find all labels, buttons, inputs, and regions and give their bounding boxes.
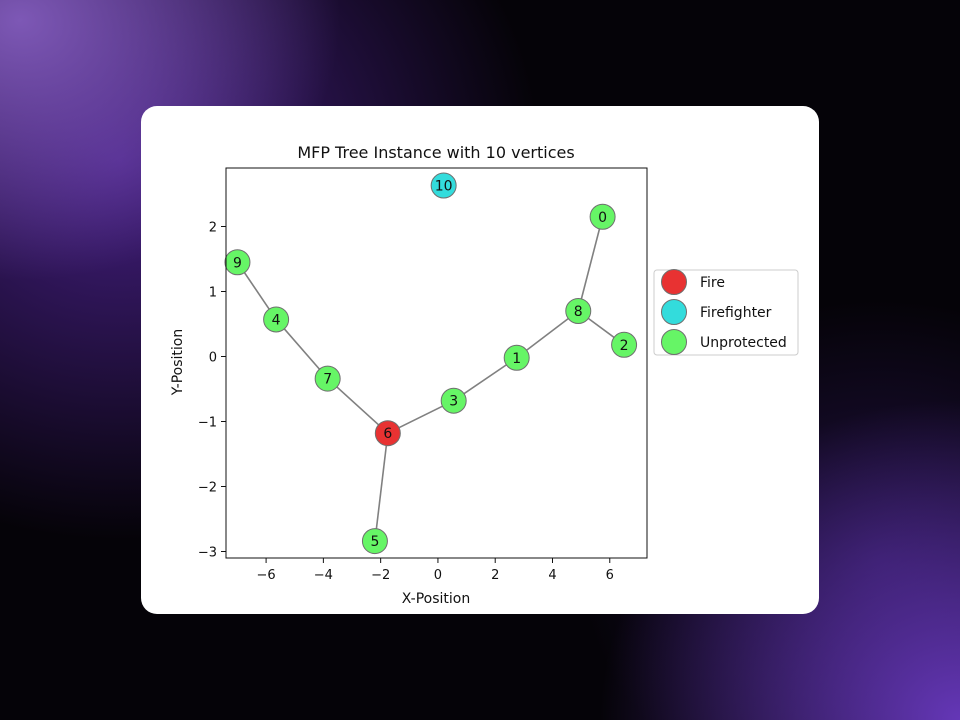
node-3: 3 xyxy=(440,387,467,414)
node-label: 7 xyxy=(323,372,332,388)
mfp-tree-chart: MFP Tree Instance with 10 vertices X-Pos… xyxy=(170,143,799,607)
node-label: 8 xyxy=(574,304,583,320)
x-tick-label: 2 xyxy=(491,568,499,583)
y-tick-label: −3 xyxy=(198,546,217,561)
y-tick-label: −1 xyxy=(198,416,217,431)
x-tick-label: 4 xyxy=(548,568,556,583)
y-ticks: −3 −2 −1 0 1 2 xyxy=(198,221,226,561)
node-2: 2 xyxy=(611,331,638,358)
y-tick-label: 0 xyxy=(209,351,217,366)
node-label: 3 xyxy=(449,394,458,410)
legend-marker xyxy=(661,299,687,325)
legend-label: Firefighter xyxy=(700,305,772,321)
y-tick-label: 2 xyxy=(209,221,217,236)
x-tick-label: 0 xyxy=(434,568,442,583)
node-label: 1 xyxy=(512,351,521,367)
node-marker xyxy=(430,172,457,199)
edges-layer xyxy=(236,216,625,542)
node-marker xyxy=(361,528,388,555)
edge-4-7 xyxy=(275,318,329,380)
node-7: 7 xyxy=(314,365,341,392)
x-axis-label: X-Position xyxy=(402,591,470,607)
x-ticks: −6 −4 −2 0 2 4 6 xyxy=(257,558,614,583)
node-10: 10 xyxy=(430,172,457,199)
node-4: 4 xyxy=(263,306,290,333)
legend-marker xyxy=(661,329,687,355)
node-5: 5 xyxy=(361,528,388,555)
node-0: 0 xyxy=(589,203,616,230)
node-marker xyxy=(374,420,401,447)
legend: Fire Firefighter Unprotected xyxy=(653,269,799,356)
node-marker xyxy=(611,331,638,358)
node-marker xyxy=(589,203,616,230)
legend-label: Unprotected xyxy=(700,335,787,351)
nodes-layer: 0 1 2 3 4 5 6 7 8 9 10 xyxy=(224,172,638,555)
node-label: 6 xyxy=(383,426,392,442)
node-9: 9 xyxy=(224,249,251,276)
chart-title: MFP Tree Instance with 10 vertices xyxy=(297,143,574,162)
node-label: 2 xyxy=(620,338,629,354)
legend-box xyxy=(653,269,799,356)
node-marker xyxy=(314,365,341,392)
legend-label: Fire xyxy=(700,275,725,291)
legend-marker xyxy=(661,269,687,295)
x-tick-label: −6 xyxy=(257,568,276,583)
edge-8-0 xyxy=(577,216,604,312)
node-label: 10 xyxy=(435,179,453,195)
node-marker xyxy=(440,387,467,414)
y-axis-label: Y-Position xyxy=(170,329,186,396)
node-marker xyxy=(263,306,290,333)
edge-7-6 xyxy=(327,378,389,434)
node-marker xyxy=(224,249,251,276)
node-1: 1 xyxy=(503,344,530,371)
node-marker xyxy=(503,344,530,371)
x-tick-label: 6 xyxy=(606,568,614,583)
node-8: 8 xyxy=(565,298,592,324)
plot-frame xyxy=(225,167,648,559)
x-tick-label: −2 xyxy=(371,568,390,583)
node-label: 5 xyxy=(370,534,379,550)
node-6: 6 xyxy=(374,420,401,447)
legend-item-unprotected: Unprotected xyxy=(661,329,787,355)
legend-item-firefighter: Firefighter xyxy=(661,299,772,325)
legend-item-fire: Fire xyxy=(661,269,725,295)
node-label: 0 xyxy=(598,210,607,226)
y-tick-label: 1 xyxy=(209,286,217,301)
node-label: 9 xyxy=(233,255,242,271)
y-tick-label: −2 xyxy=(198,481,217,496)
node-marker xyxy=(565,298,592,324)
chart-card: MFP Tree Instance with 10 vertices X-Pos… xyxy=(141,106,819,614)
x-tick-label: −4 xyxy=(314,568,333,583)
node-label: 4 xyxy=(272,312,281,328)
edge-6-5 xyxy=(374,433,389,542)
